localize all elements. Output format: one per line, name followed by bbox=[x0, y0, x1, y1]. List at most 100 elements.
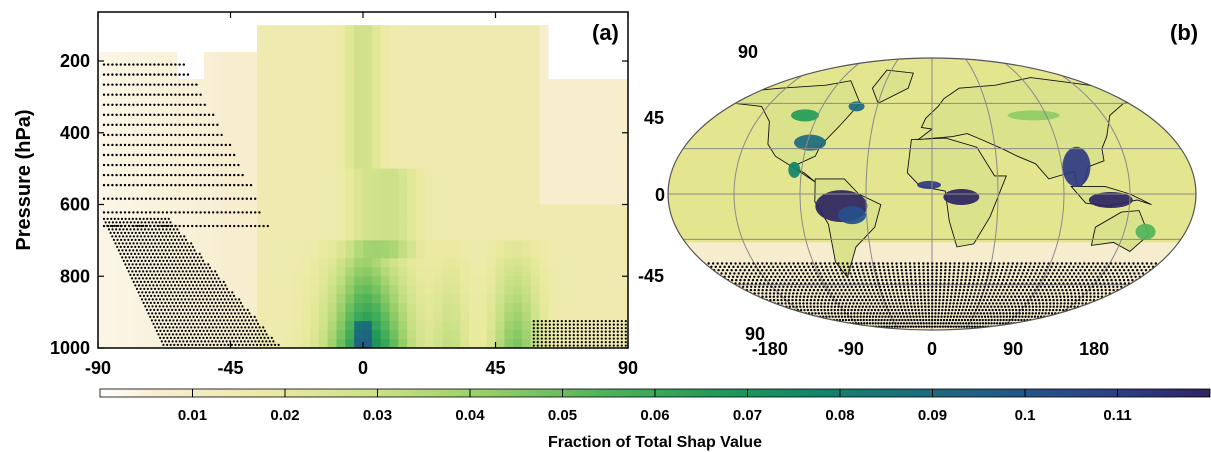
stipple-dot bbox=[863, 262, 867, 265]
heatmap-cell bbox=[495, 294, 505, 304]
stipple-dot bbox=[1035, 285, 1039, 288]
stipple-dot bbox=[711, 262, 715, 265]
stipple-dot bbox=[164, 301, 167, 304]
stipple-dot bbox=[908, 265, 912, 269]
heatmap-cell bbox=[548, 132, 558, 152]
heatmap-cell bbox=[283, 186, 293, 206]
stipple-dot bbox=[198, 252, 201, 255]
heatmap-cell bbox=[433, 61, 444, 71]
stipple-dot bbox=[153, 294, 156, 297]
stipple-dot bbox=[931, 285, 934, 288]
heatmap-cell bbox=[106, 25, 117, 35]
heatmap-cell bbox=[380, 267, 391, 277]
heatmap-cell bbox=[539, 69, 550, 80]
stipple-dot bbox=[121, 249, 124, 252]
stipple-dot bbox=[965, 292, 969, 295]
stipple-dot bbox=[733, 285, 737, 288]
stipple-dot bbox=[776, 298, 779, 302]
heatmap-cell bbox=[221, 303, 232, 313]
stipple-dot bbox=[1031, 292, 1034, 295]
stipple-dot bbox=[1093, 292, 1096, 295]
heatmap-cell bbox=[230, 276, 240, 286]
stipple-dot bbox=[208, 266, 212, 269]
stipple-dot bbox=[136, 73, 139, 76]
stipple-dot bbox=[143, 242, 146, 245]
stipple-dot bbox=[904, 292, 907, 295]
heatmap-cell bbox=[336, 222, 346, 241]
stipple-dot bbox=[187, 298, 190, 301]
stipple-dot bbox=[844, 288, 847, 292]
stipple-dot bbox=[189, 333, 193, 336]
heatmap-cell bbox=[151, 43, 161, 53]
stipple-dot bbox=[185, 301, 188, 304]
heatmap-cell bbox=[433, 150, 444, 170]
heatmap-cell bbox=[301, 312, 311, 322]
stipple-dot bbox=[203, 183, 206, 187]
heatmap-cell bbox=[124, 132, 134, 152]
stipple-dot bbox=[195, 143, 198, 147]
stipple-dot bbox=[119, 153, 123, 157]
stipple-dot bbox=[203, 143, 206, 147]
stipple-dot bbox=[177, 322, 180, 325]
stipple-dot bbox=[202, 336, 205, 339]
stipple-dot bbox=[904, 265, 907, 269]
stipple-dot bbox=[245, 336, 248, 339]
stipple-dot bbox=[1089, 295, 1092, 298]
heatmap-cell bbox=[548, 339, 558, 348]
heatmap-cell bbox=[619, 114, 628, 134]
heatmap-cell bbox=[380, 222, 391, 241]
heatmap-cell bbox=[354, 132, 364, 152]
stipple-dot bbox=[874, 295, 877, 298]
stipple-dot bbox=[1062, 275, 1065, 279]
stipple-dot bbox=[1140, 285, 1143, 288]
stipple-dot bbox=[1064, 278, 1067, 282]
heatmap-cell bbox=[310, 222, 320, 241]
stipple-dot bbox=[765, 275, 769, 279]
stipple-dot bbox=[1104, 275, 1108, 279]
stipple-dot bbox=[1096, 262, 1099, 265]
stipple-dot bbox=[157, 173, 160, 177]
heatmap-cell bbox=[133, 96, 143, 116]
heatmap-cell bbox=[239, 339, 249, 348]
heatmap-cell bbox=[230, 339, 240, 348]
stipple-dot bbox=[225, 294, 228, 297]
stipple-dot bbox=[1051, 308, 1055, 312]
heatmap-cell bbox=[530, 78, 541, 98]
stipple-dot bbox=[1094, 282, 1098, 285]
stipple-dot bbox=[1102, 302, 1106, 305]
stipple-dot bbox=[132, 143, 135, 147]
stipple-dot bbox=[136, 113, 139, 117]
heatmap-cell bbox=[610, 312, 620, 322]
stipple-dot bbox=[111, 221, 114, 224]
stipple-dot bbox=[940, 262, 943, 265]
stipple-dot bbox=[1117, 302, 1120, 305]
stipple-dot bbox=[793, 278, 796, 282]
stipple-dot bbox=[822, 268, 825, 272]
heatmap-cell bbox=[575, 303, 585, 313]
stipple-dot bbox=[194, 343, 197, 346]
heatmap-cell bbox=[363, 276, 373, 286]
stipple-dot bbox=[822, 278, 826, 282]
stipple-dot bbox=[154, 242, 157, 245]
heatmap-cell bbox=[363, 204, 373, 224]
stipple-dot bbox=[140, 103, 143, 106]
stipple-dot bbox=[834, 285, 837, 288]
heatmap-cell bbox=[336, 339, 346, 348]
heatmap-cell bbox=[619, 240, 628, 259]
stipple-dot bbox=[254, 340, 257, 343]
stipple-dot bbox=[165, 143, 169, 147]
stipple-dot bbox=[982, 288, 985, 292]
stipple-dot bbox=[127, 224, 131, 227]
stipple-dot bbox=[142, 263, 145, 266]
stipple-dot bbox=[809, 315, 813, 318]
stipple-dot bbox=[212, 143, 215, 147]
heatmap-cell bbox=[522, 78, 532, 98]
heatmap-cell bbox=[407, 69, 417, 80]
stipple-dot bbox=[987, 285, 990, 288]
heatmap-cell bbox=[327, 330, 338, 340]
heatmap-cell bbox=[583, 150, 594, 170]
heatmap-cell bbox=[301, 61, 311, 71]
stipple-dot bbox=[143, 273, 146, 276]
stipple-dot bbox=[800, 315, 803, 318]
hotspot-central-africa bbox=[943, 189, 980, 206]
